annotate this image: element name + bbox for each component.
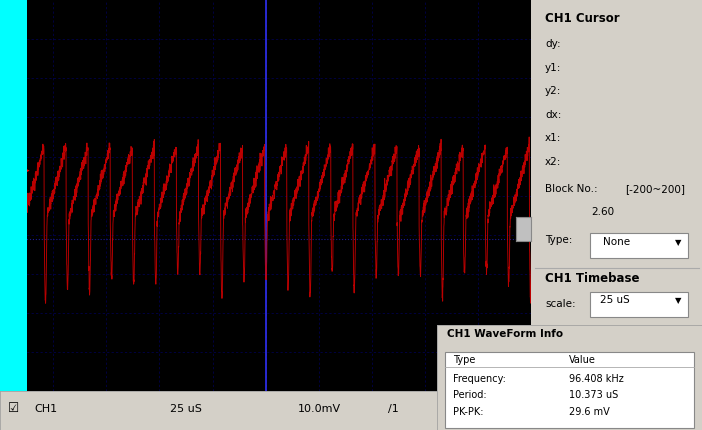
Text: 96.408 kHz: 96.408 kHz	[569, 374, 624, 384]
Text: Frequency:: Frequency:	[453, 374, 505, 384]
Text: dy:: dy:	[545, 39, 561, 49]
Text: ▼: ▼	[675, 296, 681, 305]
FancyBboxPatch shape	[590, 350, 687, 376]
Text: Period:: Period:	[453, 390, 486, 400]
Text: scale:: scale:	[545, 358, 576, 368]
Text: ☑: ☑	[8, 402, 19, 415]
Text: ▼: ▼	[675, 237, 681, 246]
Text: y1:: y1:	[545, 63, 562, 73]
Text: CH1 Timebase: CH1 Timebase	[545, 272, 640, 285]
Text: y2:: y2:	[545, 86, 562, 96]
Text: CH1 Cursor: CH1 Cursor	[545, 12, 620, 25]
FancyBboxPatch shape	[444, 352, 694, 428]
Text: Value: Value	[569, 355, 596, 365]
Text: x2:: x2:	[545, 157, 562, 166]
Text: CH1 Voltage: CH1 Voltage	[545, 331, 626, 344]
Text: CH1 WaveForm Info: CH1 WaveForm Info	[447, 329, 564, 339]
Text: CH1: CH1	[34, 404, 58, 414]
Text: 10.0mV: 10.0mV	[600, 354, 640, 364]
Text: 10.0mV: 10.0mV	[298, 404, 340, 414]
Text: dx:: dx:	[545, 110, 562, 120]
Text: None: None	[603, 237, 630, 247]
Text: [-200~200]: [-200~200]	[625, 184, 685, 194]
Text: /1: /1	[388, 404, 399, 414]
Text: ▶: ▶	[20, 164, 29, 177]
Text: 2.60: 2.60	[591, 207, 614, 218]
Text: 29.6 mV: 29.6 mV	[569, 407, 610, 418]
Text: scale:: scale:	[545, 299, 576, 309]
Text: 25 uS: 25 uS	[170, 404, 202, 414]
Text: 25 uS: 25 uS	[600, 295, 630, 305]
Text: x1:: x1:	[545, 133, 562, 143]
Text: Type: Type	[453, 355, 475, 365]
Text: Block No.:: Block No.:	[545, 184, 597, 194]
FancyBboxPatch shape	[590, 233, 687, 258]
Text: ▼: ▼	[675, 355, 681, 364]
Text: 10.373 uS: 10.373 uS	[569, 390, 618, 400]
FancyBboxPatch shape	[590, 292, 687, 317]
Text: PK-PK:: PK-PK:	[453, 407, 483, 418]
Text: Type:: Type:	[545, 235, 572, 245]
